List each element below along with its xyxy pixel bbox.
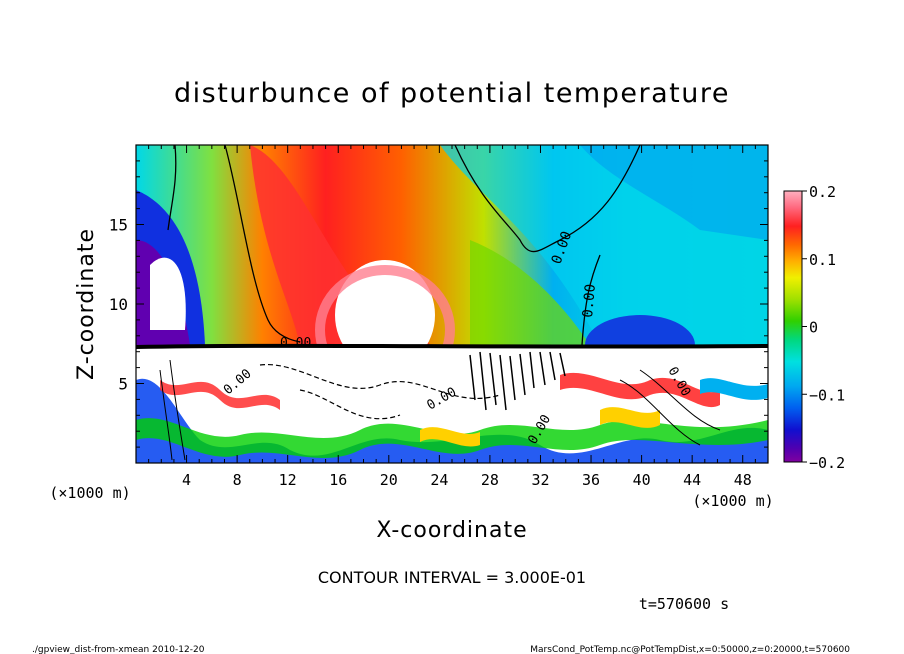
contour-line-negative — [259, 364, 501, 400]
x-tick-label: 40 — [633, 471, 651, 489]
time-label: t=570600 s — [639, 595, 729, 613]
colorbar-tick-label: 0 — [809, 319, 818, 337]
x-tick-label: 28 — [481, 471, 499, 489]
colorbar — [783, 190, 803, 463]
contour-label: 0.00 — [580, 283, 599, 318]
inversion-line — [136, 343, 768, 349]
contour-line — [159, 359, 186, 461]
colorbar-tick-label: 0.2 — [809, 183, 836, 201]
x-tick-label: 20 — [380, 471, 398, 489]
colorbar-ticks: 0.2 0.1 0 −0.1 −0.2 — [802, 183, 845, 472]
colorbar-tick-label: −0.1 — [809, 386, 845, 404]
x-tick-label: 16 — [329, 471, 347, 489]
contour-line — [167, 145, 177, 231]
x-tick-label: 8 — [233, 471, 242, 489]
warm-core — [335, 260, 435, 370]
contour-line-negative — [299, 389, 401, 420]
y-tick-label: 10 — [109, 295, 128, 314]
footer-left: ./gpview_dist-from-xmean 2010-12-20 — [32, 645, 205, 654]
contour-line — [224, 145, 301, 343]
y-unit-label: (×1000 m) — [49, 484, 130, 502]
x-tick-label: 44 — [683, 471, 701, 489]
contour-interval: CONTOUR INTERVAL = 3.000E-01 — [318, 568, 586, 587]
x-axis: 4 8 12 16 20 24 28 32 36 40 44 48 — [148, 145, 756, 489]
contour-line — [454, 145, 641, 253]
x-axis-label: X-coordinate — [376, 518, 527, 543]
x-tick-label: 48 — [734, 471, 752, 489]
y-axis: 5 10 15 — [109, 160, 768, 448]
chart-title: disturbunce of potential temperature — [174, 78, 730, 109]
y-tick-label: 15 — [109, 216, 128, 235]
colorbar-tick-label: 0.1 — [809, 251, 836, 269]
footer-right: MarsCond_PotTemp.nc@PotTempDist,x=0:5000… — [530, 645, 850, 654]
y-tick-label: 5 — [118, 375, 128, 394]
warm-plume — [250, 145, 430, 345]
x-tick-label: 24 — [430, 471, 448, 489]
contour-cluster — [469, 351, 566, 411]
x-tick-label: 12 — [279, 471, 297, 489]
colorbar-tick-label: −0.2 — [809, 454, 845, 472]
contour-line — [581, 254, 601, 346]
plot-area: 0.00 0.00 0.00 0.00 0.00 0.00 0.00 — [136, 145, 768, 463]
y-axis-label: Z-coordinate — [74, 228, 99, 380]
x-tick-label: 4 — [182, 471, 191, 489]
x-unit-label: (×1000 m) — [692, 492, 773, 510]
contour-label: 0.00 — [280, 336, 311, 351]
green-region — [470, 240, 590, 345]
contour-line — [619, 379, 701, 446]
blue-top-right — [580, 145, 768, 240]
x-tick-label: 36 — [582, 471, 600, 489]
left-white-lobe — [150, 257, 186, 330]
x-tick-label: 32 — [531, 471, 549, 489]
contour-line — [639, 369, 721, 431]
